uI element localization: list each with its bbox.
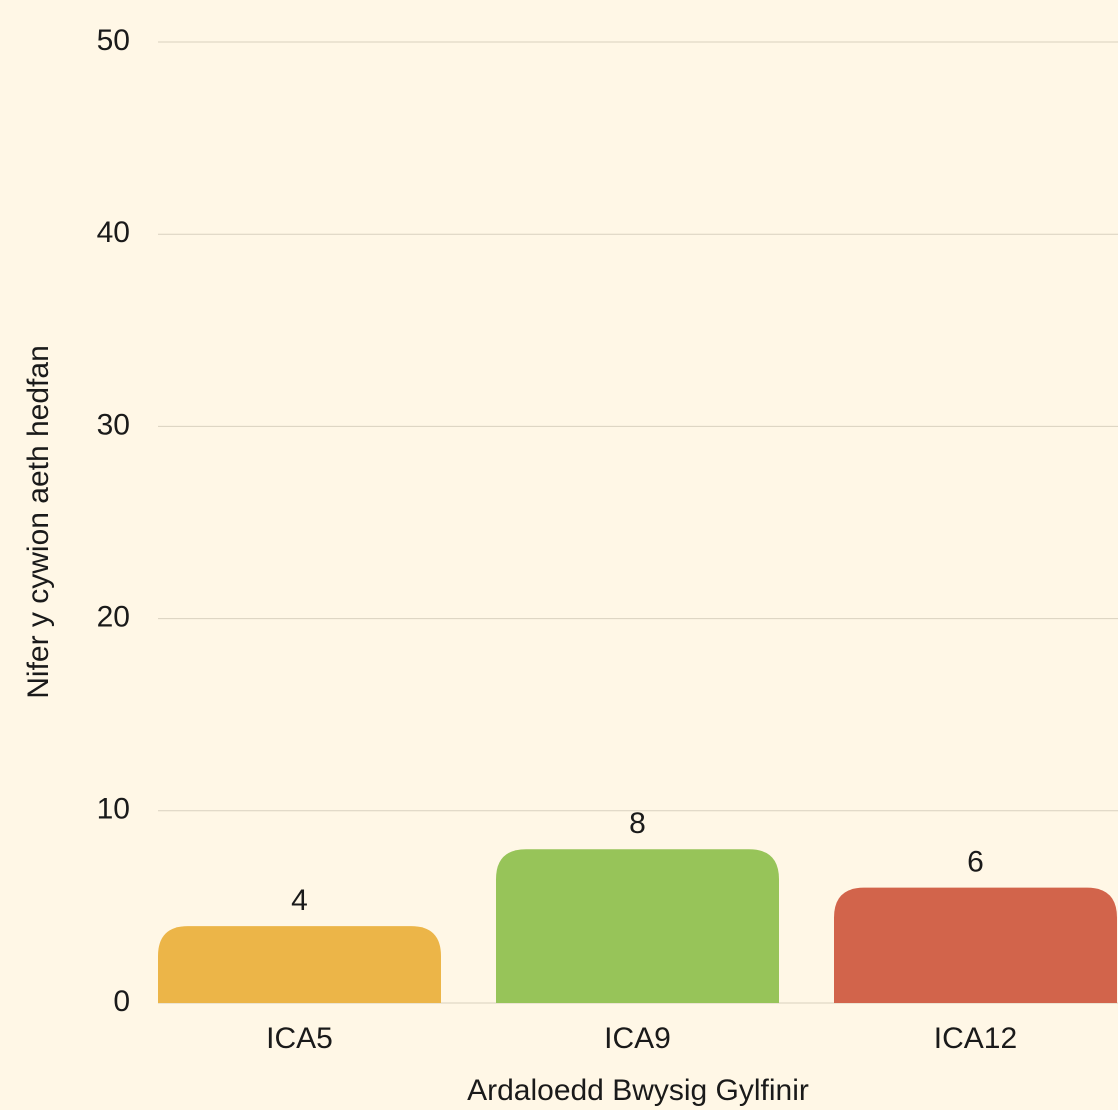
x-tick-label: ICA12: [934, 1022, 1017, 1055]
y-axis-title: Nifer y cywion aeth hedfan: [22, 345, 55, 699]
data-label: 8: [629, 807, 646, 840]
bar: [158, 926, 441, 1003]
y-tick-label: 40: [97, 216, 130, 249]
bar: [496, 849, 779, 1003]
y-tick-label: 0: [113, 985, 130, 1018]
bar: [834, 887, 1117, 1003]
y-tick-label: 50: [97, 24, 130, 57]
data-label: 6: [967, 846, 984, 879]
x-axis-title: Ardaloedd Bwysig Gylfinir: [467, 1074, 809, 1107]
x-tick-label: ICA5: [266, 1022, 333, 1055]
y-tick-label: 30: [97, 408, 130, 441]
y-tick-label: 20: [97, 601, 130, 634]
x-tick-label: ICA9: [604, 1022, 671, 1055]
data-label: 4: [291, 884, 308, 917]
y-tick-label: 10: [97, 793, 130, 826]
